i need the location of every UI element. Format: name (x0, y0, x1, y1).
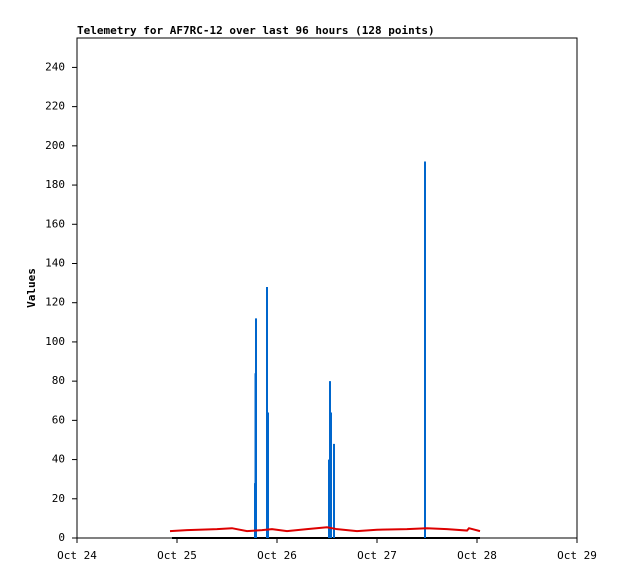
x-tick-label: Oct 26 (257, 549, 297, 562)
y-tick-label: 60 (52, 413, 65, 426)
y-tick-label: 120 (45, 296, 65, 309)
y-axis-label: Values (25, 268, 38, 308)
x-tick-label: Oct 29 (557, 549, 597, 562)
x-tick-label: Oct 27 (357, 549, 397, 562)
x-tick-label: Oct 28 (457, 549, 497, 562)
chart-title: Telemetry for AF7RC-12 over last 96 hour… (77, 24, 435, 37)
y-tick-label: 0 (58, 531, 65, 544)
series-line (169, 526, 481, 533)
y-tick-label: 180 (45, 178, 65, 191)
y-tick-label: 100 (45, 335, 65, 348)
plot-frame (76, 37, 578, 539)
y-tick-label: 220 (45, 100, 65, 113)
x-tick-label: Oct 25 (157, 549, 197, 562)
y-tick-label: 160 (45, 217, 65, 230)
y-tick-label: 200 (45, 139, 65, 152)
y-tick-label: 20 (52, 492, 65, 505)
y-tick-label: 80 (52, 374, 65, 387)
y-tick-label: 40 (52, 453, 65, 466)
y-tick-label: 140 (45, 256, 65, 269)
y-tick-label: 240 (45, 60, 65, 73)
x-tick-label: Oct 24 (57, 549, 97, 562)
